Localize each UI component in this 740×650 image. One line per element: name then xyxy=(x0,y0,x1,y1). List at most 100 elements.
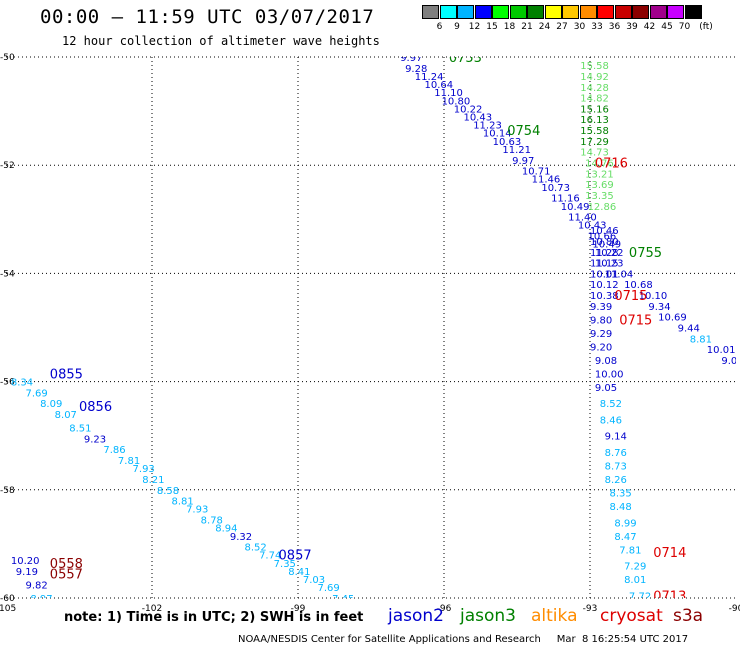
swh-value-label: 8.48 xyxy=(609,502,631,513)
legend-swatch xyxy=(544,5,562,19)
swh-value-label: 8.26 xyxy=(605,475,627,486)
swh-value-label: 8.35 xyxy=(609,489,631,500)
y-tick-label: -54 xyxy=(0,269,15,279)
satellite-name-s3a: s3a xyxy=(673,606,704,626)
legend-swatch xyxy=(492,5,509,19)
legend-swatch xyxy=(632,5,649,19)
swh-value-label: 8.01 xyxy=(624,575,646,586)
pass-time-label: 0856 xyxy=(79,400,112,415)
pass-time-label: 0755 xyxy=(629,246,662,261)
legend-swatch xyxy=(614,5,632,19)
track-layer: 9.979.2811.2410.6411.1010.8010.2210.4311… xyxy=(11,57,740,650)
swh-value-label: 14.73 xyxy=(580,148,609,159)
swh-value-label: 9.02 xyxy=(721,356,740,367)
swh-value-label: 7.88 xyxy=(420,645,442,650)
swh-value-label: 15.58 xyxy=(580,61,609,72)
swh-value-label: 11.21 xyxy=(502,145,531,156)
swh-value-label: 10.38 xyxy=(590,291,619,302)
swh-value-label: 10.23 xyxy=(595,259,624,270)
swh-value-label: 10.63 xyxy=(493,137,522,148)
swh-value-label: 10.49 xyxy=(561,202,590,213)
swh-value-label: 13.21 xyxy=(585,169,614,180)
legend-label: 6 xyxy=(436,22,443,32)
swh-value-label: 11.46 xyxy=(532,175,561,186)
swh-value-label: 9.80 xyxy=(590,315,612,326)
swh-value-label: 8.52 xyxy=(244,543,266,554)
pass-time-label: 0714 xyxy=(653,546,686,561)
swh-value-label: 10.20 xyxy=(11,556,40,567)
legend-label: 15 xyxy=(486,22,498,32)
swh-value-label: 7.29 xyxy=(624,562,646,573)
legend-label: 24 xyxy=(538,22,551,32)
swh-value-label: 10.43 xyxy=(463,113,492,124)
swh-value-label: 11.10 xyxy=(434,88,463,99)
swh-value-label: 8.52 xyxy=(600,399,622,410)
legend-label: 36 xyxy=(608,22,621,32)
pass-time-label: 0857 xyxy=(279,549,312,564)
satellite-name-jason2: jason2 xyxy=(388,606,444,626)
swh-value-label: 7.72 xyxy=(629,591,651,602)
legend-unit: (ft) xyxy=(699,22,713,32)
swh-value-label: 9.44 xyxy=(678,324,700,335)
footer-credit: NOAA/NESDIS Center for Satellite Applica… xyxy=(238,634,689,645)
satellite-name-jason3: jason3 xyxy=(460,606,516,626)
swh-value-label: 14.82 xyxy=(580,94,609,105)
swh-value-label: 8.46 xyxy=(600,415,622,426)
swh-value-label: 9.39 xyxy=(590,302,612,313)
x-tick-label: -93 xyxy=(583,604,598,614)
swh-value-label: 9.97 xyxy=(512,156,534,167)
pass-time-label: 0716 xyxy=(595,156,628,171)
y-tick-label: -56 xyxy=(0,378,15,388)
swh-value-label: 8.76 xyxy=(605,448,627,459)
swh-value-label: 7.45 xyxy=(332,594,354,605)
pass-time-label: 0855 xyxy=(50,367,83,382)
pass-time-label: 0557 xyxy=(50,568,83,583)
legend-label: 21 xyxy=(521,22,533,32)
legend-swatch xyxy=(579,5,597,19)
note-text: note: 1) Time is in UTC; 2) SWH is in fe… xyxy=(64,610,364,625)
swh-value-label: 10.80 xyxy=(590,237,619,248)
legend-label: 27 xyxy=(556,22,568,32)
swh-value-label: 8.34 xyxy=(11,378,33,389)
x-tick-label: -99 xyxy=(291,604,306,614)
swh-value-label: 10.43 xyxy=(578,221,607,232)
swh-value-label: 7.81 xyxy=(118,456,140,467)
swh-value-label: 8.99 xyxy=(614,518,636,529)
legend-swatch xyxy=(457,5,474,19)
swh-value-label: 7.81 xyxy=(619,545,641,556)
swh-value-label: 8.81 xyxy=(171,497,193,508)
swh-value-label: 8.51 xyxy=(69,424,91,435)
swh-value-label: 10.22 xyxy=(454,104,483,115)
legend-swatch xyxy=(562,5,579,19)
pass-time-label: 0558 xyxy=(50,557,83,572)
swh-value-label: 9.05 xyxy=(595,383,617,394)
swh-value-label: 8.81 xyxy=(690,334,712,345)
swh-value-label: 11.28 xyxy=(590,248,619,259)
swh-value-label: 10.69 xyxy=(658,313,687,324)
x-tick-label: -96 xyxy=(437,604,452,614)
x-tick-label: -105 xyxy=(0,604,16,614)
pass-time-label: 0715 xyxy=(614,289,647,304)
y-tick-label: -58 xyxy=(0,486,15,496)
swh-value-label: 13.69 xyxy=(585,180,614,191)
legend-swatch xyxy=(509,5,527,19)
swh-value-label: 10.10 xyxy=(639,291,668,302)
swh-value-label: 8.78 xyxy=(201,516,223,527)
legend-swatch xyxy=(649,5,667,19)
legend-swatch xyxy=(597,5,614,19)
legend-label: 33 xyxy=(591,22,603,32)
page-subtitle: 12 hour collection of altimeter wave hei… xyxy=(62,34,380,48)
swh-value-label: 14.76 xyxy=(585,158,614,169)
swh-value-label: 8.21 xyxy=(142,475,164,486)
swh-value-label: 12.86 xyxy=(588,202,617,213)
legend-swatch xyxy=(439,5,457,19)
page-title: 00:00 – 11:59 UTC 03/07/2017 xyxy=(40,6,375,28)
swh-value-label: 10.71 xyxy=(522,167,551,178)
satellite-name-altika: altika xyxy=(531,606,578,626)
pass-time-label: 0713 xyxy=(653,589,686,604)
swh-value-label: 11.16 xyxy=(551,194,580,205)
legend-swatch xyxy=(667,5,684,19)
swh-value-label: 7.69 xyxy=(317,583,339,594)
x-tick-label: -102 xyxy=(142,604,162,614)
